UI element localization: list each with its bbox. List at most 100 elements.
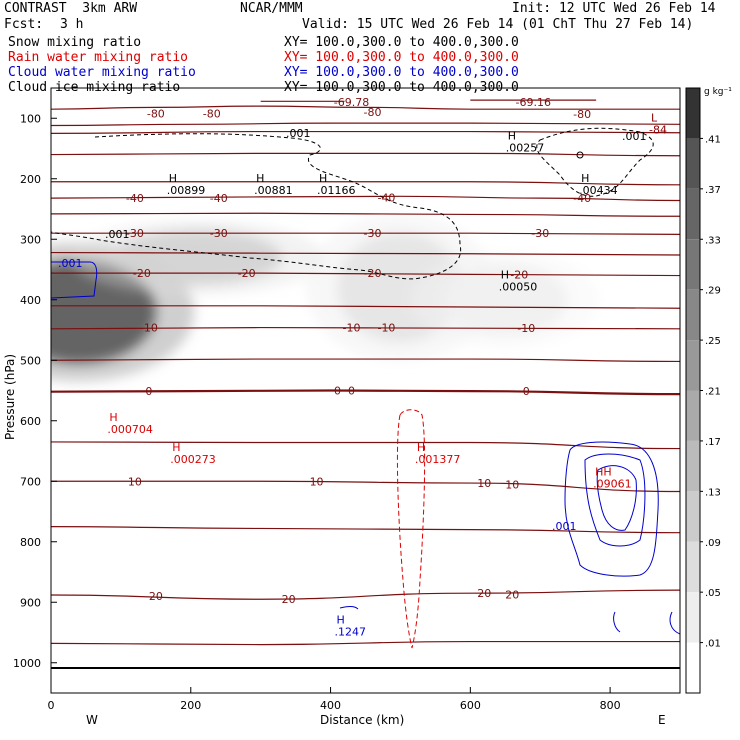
temperature-contour [51, 105, 680, 110]
colorbar-swatch [686, 390, 700, 441]
colorbar-swatch [686, 138, 700, 189]
y-tick-label: 300 [20, 233, 41, 246]
temperature-contour [51, 589, 680, 600]
axes: 0 200 400 600 800100200300400500600700800900… [13, 112, 621, 712]
colorbar-label: .29 [705, 286, 721, 297]
contour-label: -80 [364, 106, 382, 119]
init-time: Init: 12 UTC Wed 26 Feb 14 [512, 1, 716, 16]
temperature-contour [51, 232, 680, 236]
rain-water-contour [396, 409, 426, 649]
contour-label: -40 [377, 192, 395, 205]
extremum-marker: H [417, 441, 425, 454]
cloud-water-contour [596, 465, 637, 531]
contour-label: 20 [477, 587, 491, 600]
cloud-water-contour [669, 611, 680, 635]
extremum-value: .00434 [579, 184, 618, 197]
contour-label: 20 [505, 588, 519, 601]
colorbar-swatch [686, 289, 700, 341]
field-name-rain: Rain water mixing ratio [8, 50, 189, 65]
field-name-snow: Snow mixing ratio [8, 35, 142, 50]
temperature-contour [51, 122, 680, 127]
contour-label: 20 [149, 590, 163, 603]
contour-label: 10 [310, 475, 324, 488]
snow-shading [51, 214, 600, 382]
center-label: NCAR/MMM [240, 1, 303, 16]
colorbar-label: .25 [705, 336, 721, 347]
y-tick-label: 500 [20, 354, 41, 367]
extremum-value: .1247 [335, 625, 367, 638]
colorbar-swatch [686, 642, 700, 693]
temperature-contour [51, 358, 680, 363]
colorbar-label: .33 [705, 235, 721, 246]
x-tick-label: 400 [320, 699, 341, 712]
extremum-marker: H [337, 613, 345, 626]
extremum-value: .001377 [415, 453, 461, 466]
colorbar: .41 .37 .33 .29 .25 .21 .17 .13 .09 .05 .01 [685, 87, 721, 694]
colorbar-label: .21 [705, 387, 721, 398]
field-xy-cloud-water: XY= 100.0,300.0 to 400.0,300.0 [284, 65, 519, 80]
temperature-contour [51, 305, 680, 309]
temperature-contour [51, 389, 680, 396]
contour-label: 0 [334, 385, 341, 398]
y-tick-label: 200 [20, 173, 41, 186]
y-axis-title: Pressure (hPa) [3, 354, 17, 440]
cloud-water-contour [584, 453, 646, 547]
extremum-marker: H [172, 441, 180, 454]
colorbar-label: .17 [705, 437, 721, 448]
ice-contour-label: .001 [105, 228, 130, 241]
colorbar-label: .01 [705, 639, 721, 650]
field-name-cloud-water: Cloud water mixing ratio [8, 65, 196, 80]
y-tick-label: 1000 [13, 657, 41, 670]
temperature-contour [51, 212, 680, 217]
y-tick-label: 700 [20, 475, 41, 488]
model-title: CONTRAST 3km ARW [4, 1, 138, 16]
extremum-value: -84 [649, 123, 667, 136]
colorbar-swatch [686, 541, 700, 593]
contour-labels: -80 -80 -80 -80-69.78 -69.16-40 -40 -40 -40-30-… [126, 96, 591, 606]
x-axis-title: Distance (km) [320, 713, 404, 727]
valid-time: Valid: 15 UTC Wed 26 Feb 14 (01 ChT Thu … [302, 17, 694, 32]
extremum-marker: H [169, 172, 177, 185]
contour-label: -40 [210, 192, 228, 205]
contour-label: -80 [147, 107, 165, 120]
extremum-value: .00881 [254, 184, 293, 197]
contour-label: -30 [531, 227, 549, 240]
x-tick-label: 200 [180, 699, 201, 712]
cloud-water-contour [564, 441, 659, 577]
contour-label: -80 [203, 107, 221, 120]
contour-label: -10 [343, 322, 361, 335]
ice-contour-label: .001 [286, 127, 311, 140]
temperature-contour [51, 195, 680, 202]
contour-label: -20 [510, 268, 528, 281]
contour-label: -69.16 [515, 96, 550, 109]
colorbar-label: .41 [705, 134, 721, 145]
colorbar-label: .13 [705, 487, 721, 498]
cloud-ice-contour [51, 133, 462, 280]
extremum-marker: L [651, 111, 658, 124]
west-label: W [86, 713, 98, 727]
temperature-contour [51, 152, 680, 157]
y-tick-label: 600 [20, 415, 41, 428]
fcst-value: 3 h [60, 17, 84, 32]
temperature-contour [51, 181, 680, 186]
temperature-contour [51, 130, 680, 134]
y-tick-label: 900 [20, 596, 41, 609]
temperature-contour [51, 526, 680, 534]
colorbar-label: .05 [705, 588, 721, 599]
extremum-value: .00257 [506, 141, 545, 154]
contour-label: -40 [126, 192, 144, 205]
extremum-marker: H [508, 129, 516, 142]
extremum-marker: H [256, 172, 264, 185]
colorbar-swatch [686, 239, 700, 290]
extremum-value: .00899 [167, 184, 206, 197]
temperature-contour [51, 480, 680, 493]
east-label: E [658, 713, 666, 727]
contour-label: -30 [126, 227, 144, 240]
contour-label: -20 [238, 267, 256, 280]
contour-label: -10 [377, 322, 395, 335]
contour-label: -30 [210, 227, 228, 240]
extremum-marker: H [109, 411, 117, 424]
extremum-value: .09061 [593, 477, 632, 490]
x-tick-label: 600 [460, 699, 481, 712]
fcst-label: Fcst: [4, 17, 44, 32]
